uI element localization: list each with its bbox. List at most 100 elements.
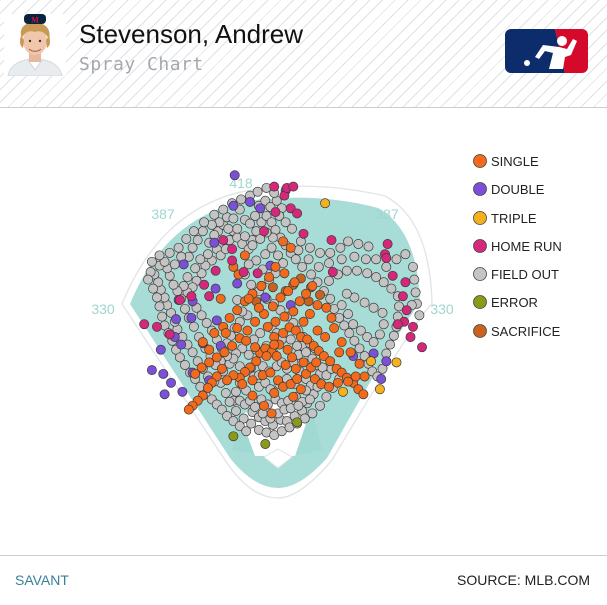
hit-point-home-run (288, 181, 299, 192)
hit-point-field-out (273, 250, 283, 261)
mlb-logo-icon (505, 29, 588, 73)
hit-point-field-out (307, 408, 318, 419)
hit-point-field-out (224, 396, 235, 407)
hit-point-home-run (164, 329, 175, 340)
hit-point-field-out (201, 318, 212, 328)
hit-point-field-out (266, 242, 277, 253)
hit-point-field-out (285, 334, 296, 345)
legend-label-home-run: HOME RUN (491, 239, 562, 254)
hit-point-double (171, 314, 182, 325)
player-name: Stevenson, Andrew (79, 19, 304, 49)
hit-point-single (285, 242, 296, 253)
hit-point-field-out (378, 319, 389, 330)
legend-item-sacrifice: SACRIFICE (473, 324, 561, 339)
hit-point-single (275, 292, 286, 303)
hit-point-single (251, 356, 262, 367)
hit-point-field-out (408, 261, 418, 272)
hit-point-single (332, 377, 343, 388)
hit-point-field-out (236, 194, 247, 205)
player-headshot-image: M (4, 14, 66, 76)
hit-point-field-out (336, 300, 347, 311)
hit-point-field-out (362, 332, 373, 342)
hit-point-single (345, 347, 356, 358)
hit-point-field-out (188, 226, 199, 237)
hit-point-home-run (401, 305, 412, 316)
hit-point-single (320, 332, 331, 342)
hit-point-field-out (187, 242, 198, 253)
hit-point-field-out (348, 319, 359, 330)
savant-link[interactable]: SAVANT (15, 572, 69, 588)
hit-point-field-out (241, 426, 252, 437)
hit-point-field-out (349, 335, 360, 346)
hit-point-single (256, 281, 267, 291)
hit-point-field-out (243, 259, 254, 270)
player-headshot: M (4, 14, 66, 76)
hit-point-single (326, 312, 337, 323)
hit-point-field-out (266, 217, 277, 228)
hit-point-field-out (304, 242, 315, 253)
hit-point-field-out (246, 418, 257, 429)
legend-item-field-out: FIELD OUT (473, 267, 559, 282)
hit-point-field-out (187, 347, 198, 358)
hit-points-layer (139, 170, 427, 449)
hit-point-field-out (256, 217, 267, 228)
hit-point-field-out (228, 213, 239, 224)
hit-point-home-run (259, 226, 269, 237)
hit-point-single (267, 301, 278, 312)
legend-swatch-error (473, 295, 487, 309)
hit-point-field-out (381, 261, 392, 272)
hit-point-field-out (324, 258, 334, 269)
hit-point-field-out (325, 293, 336, 304)
hit-point-double (210, 283, 221, 294)
hit-point-home-run (199, 279, 210, 290)
hit-point-field-out (321, 391, 332, 402)
hit-point-single (261, 351, 272, 362)
hit-point-double (211, 315, 222, 326)
hit-point-single (222, 375, 232, 386)
hit-point-field-out (169, 259, 180, 270)
hit-point-single (269, 339, 280, 350)
hit-point-field-out (292, 340, 303, 351)
hit-point-single (215, 293, 226, 304)
hit-point-single (312, 325, 323, 336)
hit-point-field-out (400, 249, 411, 260)
hit-point-single (312, 300, 323, 311)
hit-point-field-out (202, 249, 213, 260)
hit-point-double (166, 377, 176, 388)
hit-point-single (290, 325, 301, 336)
legend-swatch-triple (473, 211, 487, 225)
hit-point-triple (391, 357, 402, 368)
hit-point-field-out (261, 210, 272, 221)
hit-point-single (259, 400, 269, 411)
hit-point-single (197, 337, 208, 348)
legend-label-field-out: FIELD OUT (491, 267, 559, 282)
legend: SINGLE DOUBLE TRIPLE HOME RUN FIELD OUT … (473, 154, 562, 339)
hit-point-double (158, 368, 169, 379)
hit-point-field-out (315, 247, 325, 258)
hit-point-field-out (360, 254, 371, 265)
hit-point-single (285, 379, 296, 390)
hit-point-field-out (349, 251, 360, 262)
hit-point-home-run (152, 321, 162, 332)
hit-point-home-run (139, 319, 150, 330)
hit-point-single (273, 375, 283, 386)
hit-point-double (176, 339, 187, 350)
hit-point-field-out (371, 254, 382, 265)
hit-point-sacrifice (267, 282, 278, 293)
hit-point-field-out (199, 217, 210, 228)
hit-point-field-out (174, 352, 185, 363)
hit-point-field-out (414, 310, 425, 321)
hit-point-field-out (243, 349, 254, 360)
hit-point-home-run (327, 267, 338, 277)
hit-point-field-out (324, 275, 334, 286)
hit-point-field-out (181, 233, 192, 244)
hit-point-home-run (387, 270, 398, 281)
hit-point-triple (366, 356, 376, 367)
hit-point-single (220, 328, 231, 339)
hit-point-single (228, 370, 239, 381)
hit-point-home-run (210, 265, 221, 276)
hit-point-single (359, 371, 370, 382)
hit-point-single (329, 323, 340, 334)
hit-point-field-out (245, 218, 255, 229)
hit-point-field-out (260, 249, 271, 260)
